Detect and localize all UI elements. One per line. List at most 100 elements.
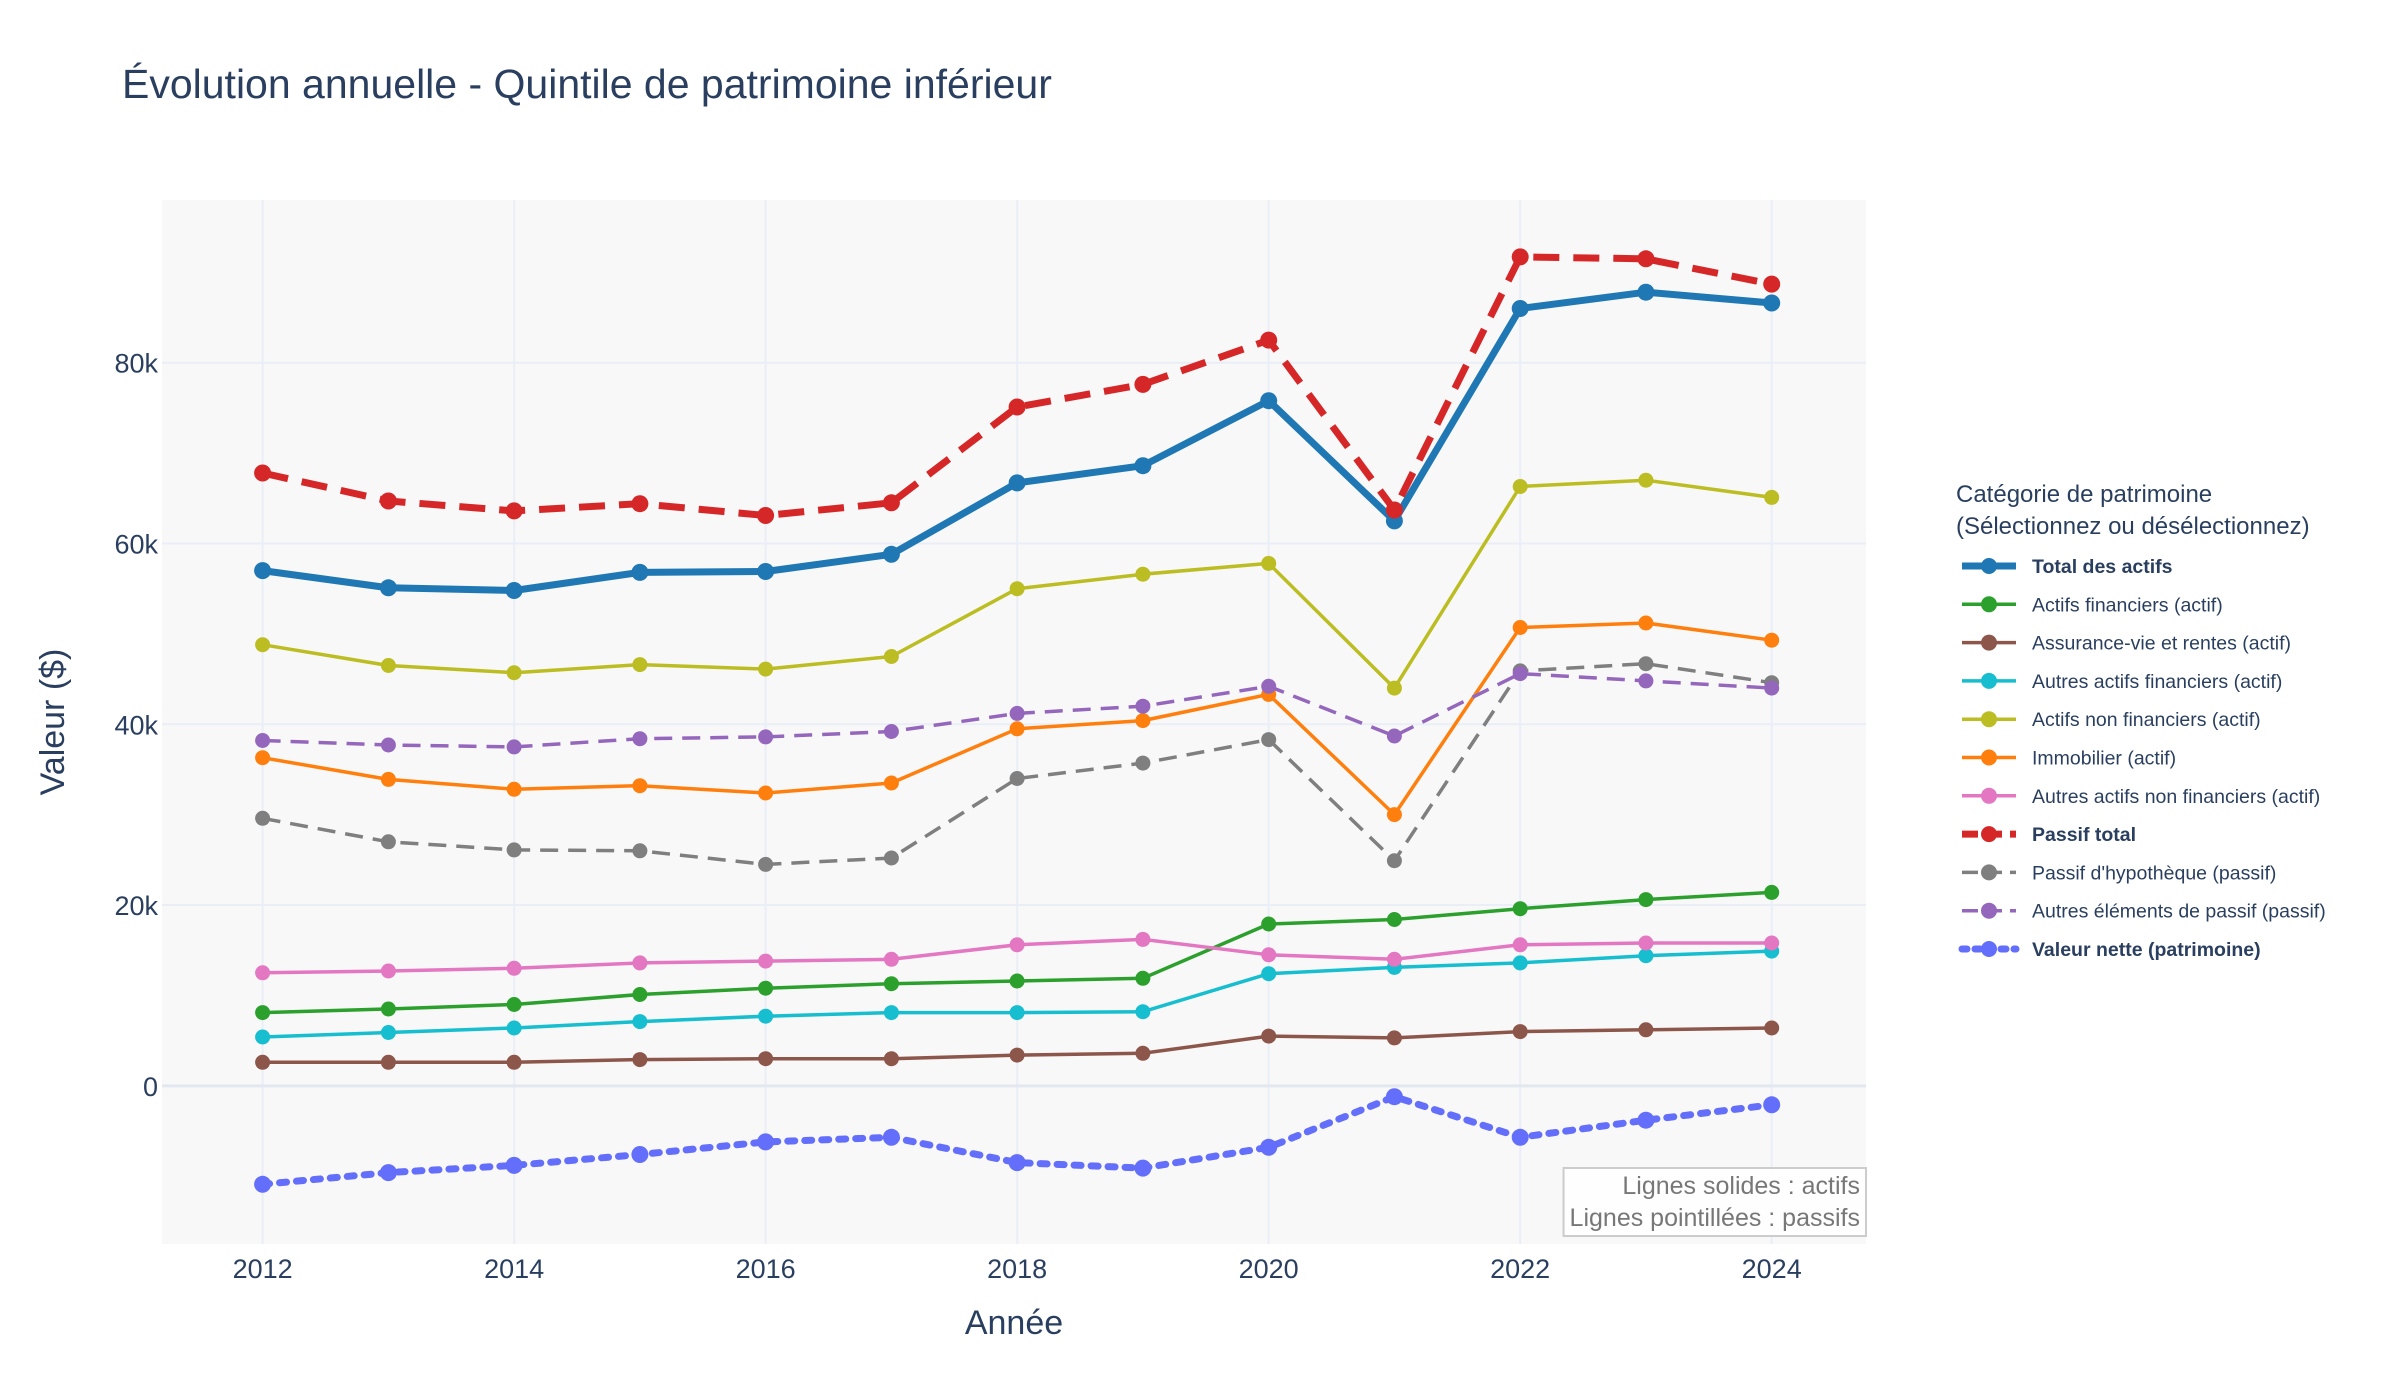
data-point (1512, 620, 1528, 635)
data-point (883, 850, 899, 866)
data-point (631, 495, 649, 513)
data-point (380, 834, 396, 850)
legend-item[interactable]: Autres actifs non financiers (actif) (1962, 786, 2320, 808)
grid (162, 200, 1866, 1244)
data-point (632, 843, 648, 859)
data-point (1008, 398, 1026, 416)
data-point (1511, 248, 1529, 266)
data-point (380, 1001, 396, 1017)
y-tick-label: 40k (114, 710, 158, 740)
data-point (1764, 680, 1780, 696)
data-point (1512, 955, 1528, 971)
data-point (1764, 632, 1780, 648)
legend-item[interactable]: Autres éléments de passif (passif) (1962, 901, 2326, 923)
data-point (883, 1051, 899, 1067)
data-point (254, 562, 272, 580)
y-axis-label: Valeur ($) (34, 649, 72, 796)
legend-item[interactable]: Total des actifs (1962, 556, 2173, 578)
data-point (1135, 713, 1151, 729)
annotation-line: Lignes solides : actifs (1622, 1172, 1860, 1200)
series-5 (255, 472, 1780, 696)
data-point (1637, 283, 1655, 301)
legend-marker (1981, 672, 1997, 689)
annotation-box: Lignes solides : actifs Lignes pointillée… (1562, 1167, 1867, 1237)
data-point (1009, 973, 1025, 989)
data-point (506, 1020, 522, 1036)
data-point (1261, 555, 1277, 571)
data-point (1135, 1045, 1151, 1061)
data-point (758, 1051, 774, 1067)
legend-marker (1981, 749, 1997, 766)
data-point (1512, 479, 1528, 494)
data-point (1512, 1024, 1528, 1040)
data-point (380, 658, 396, 673)
data-point (505, 1156, 523, 1174)
data-point (1764, 884, 1780, 900)
data-point (506, 1054, 522, 1070)
legend-item[interactable]: Immobilier (actif) (1962, 748, 2176, 770)
data-point (1261, 916, 1277, 932)
data-point (1009, 721, 1025, 737)
legend-label: Actifs financiers (actif) (2032, 594, 2223, 616)
data-point (254, 464, 272, 482)
x-tick-label: 2022 (1490, 1254, 1550, 1284)
data-point (1009, 937, 1025, 953)
data-point (380, 1054, 396, 1070)
data-point (1009, 1047, 1025, 1063)
data-point (1009, 581, 1025, 597)
legend-item[interactable]: Valeur nette (patrimoine) (1958, 939, 2261, 961)
legend-marker (1981, 787, 1997, 804)
data-point (1638, 472, 1654, 488)
data-point (631, 563, 649, 581)
data-point (1008, 1154, 1026, 1172)
x-tick-label: 2020 (1239, 1254, 1299, 1284)
data-point (632, 1014, 648, 1030)
data-point (882, 1128, 900, 1146)
data-point (1637, 250, 1655, 268)
data-point (758, 785, 774, 801)
data-point (758, 953, 774, 969)
legend-item[interactable]: Passif d'hypothèque (passif) (1962, 862, 2276, 884)
legend-item[interactable]: Actifs financiers (actif) (1962, 594, 2223, 616)
data-point (379, 1164, 397, 1182)
data-point (254, 1175, 272, 1193)
data-point (1764, 1020, 1780, 1036)
data-point (1009, 705, 1025, 721)
y-tick-label: 80k (114, 349, 158, 379)
data-point (1261, 966, 1277, 982)
legend-item[interactable]: Passif total (1962, 824, 2136, 846)
data-point (1135, 931, 1151, 947)
series-3 (255, 1020, 1780, 1070)
data-point (1134, 457, 1152, 475)
data-point (882, 494, 900, 512)
data-point (632, 657, 648, 673)
data-point (505, 582, 523, 599)
data-point (255, 1005, 271, 1021)
data-point (1386, 728, 1402, 744)
data-point (506, 842, 522, 858)
data-point (1638, 615, 1654, 631)
legend-item[interactable]: Assurance-vie et rentes (actif) (1962, 633, 2291, 655)
series-lines (254, 248, 1781, 1193)
data-point (632, 731, 648, 747)
data-point (1261, 947, 1277, 963)
data-point (505, 502, 523, 520)
data-point (758, 661, 774, 677)
data-point (1386, 853, 1402, 869)
legend-marker (1981, 902, 1997, 919)
data-point (758, 729, 774, 745)
legend-marker (1981, 596, 1997, 613)
data-point (506, 960, 522, 976)
legend-label: Autres actifs non financiers (actif) (2032, 786, 2320, 808)
data-point (1512, 666, 1528, 682)
series-8 (254, 248, 1781, 524)
data-point (379, 492, 397, 510)
data-point (1261, 732, 1277, 748)
data-point (1135, 970, 1151, 986)
legend-item[interactable]: Actifs non financiers (actif) (1962, 709, 2261, 731)
data-point (1386, 1030, 1402, 1046)
series-6 (255, 615, 1780, 823)
legend-item[interactable]: Autres actifs financiers (actif) (1962, 671, 2282, 693)
data-point (758, 1008, 774, 1024)
data-point (757, 1133, 775, 1151)
